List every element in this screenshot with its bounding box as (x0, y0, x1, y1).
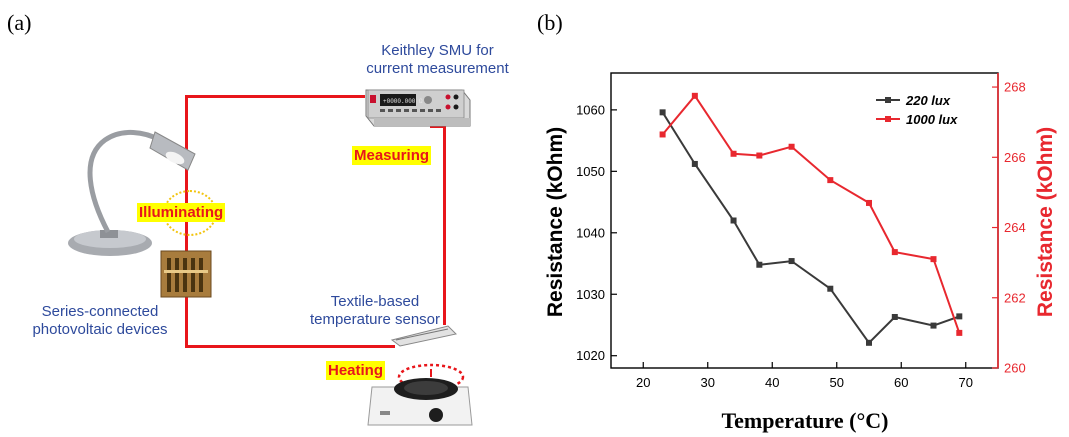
y-left-tick-label: 1060 (576, 102, 605, 117)
wire-top (185, 95, 365, 98)
smu-label: Keithley SMU for current measurement (366, 42, 509, 77)
legend-marker-2 (885, 116, 891, 122)
series-1-point (691, 160, 698, 167)
series-1-point (866, 339, 872, 346)
y-axis-right-label: Resistance (kOhm) (1034, 127, 1057, 317)
series-2-point (788, 143, 795, 150)
smu-display-text: +0000.000 Ω (383, 98, 423, 105)
x-tick-label: 40 (765, 375, 779, 390)
series-2-point (891, 249, 898, 256)
x-tick-label: 50 (830, 375, 844, 390)
photovoltaic-devices-image (160, 250, 212, 298)
x-tick-label: 70 (959, 375, 973, 390)
series-1-point (827, 285, 834, 292)
textile-sensor-image (390, 325, 458, 347)
panel-a-label: (a) (7, 10, 32, 35)
pv-label: Series-connected photovoltaic devices (32, 303, 168, 338)
y-right-tick-label: 264 (1004, 220, 1026, 235)
x-tick-label: 20 (636, 375, 650, 390)
series-2-point (756, 152, 763, 159)
panel-b-label: (b) (537, 10, 563, 35)
wire-right (443, 125, 446, 325)
desk-lamp-image (68, 130, 196, 256)
series-1-point (930, 322, 937, 329)
legend-label-2: 1000 lux (906, 112, 958, 127)
y-right-tick-label: 260 (1004, 361, 1026, 376)
heating-label: Heating (326, 361, 386, 380)
x-axis-label: Temperature (°C) (721, 408, 888, 433)
y-left-tick-label: 1050 (576, 164, 605, 179)
series-1-point (756, 261, 763, 268)
sensor-label: Textile-based temperature sensor (309, 293, 441, 328)
series-1-point (788, 258, 795, 265)
y-axis-left-label: Resistance (kOhm) (544, 127, 567, 317)
y-right-tick-label: 262 (1004, 290, 1026, 305)
wire-bottom (185, 345, 395, 348)
y-right-tick-label: 268 (1004, 80, 1026, 95)
series-2-point (930, 256, 937, 263)
series-2-point (691, 92, 698, 99)
series-1-point (956, 313, 963, 320)
series-2-point (827, 177, 834, 184)
hot-plate-image (367, 363, 473, 426)
y-left-tick-label: 1030 (576, 287, 605, 302)
measuring-label: Measuring (352, 146, 432, 165)
x-tick-label: 30 (701, 375, 715, 390)
series-1-point (659, 109, 666, 116)
series-line-1 (661, 111, 960, 345)
series-1-point (730, 217, 737, 224)
series-2-point (956, 329, 963, 336)
series-2-point (659, 131, 666, 138)
y-left-tick-label: 1040 (576, 225, 605, 240)
y-right-tick-label: 266 (1004, 150, 1026, 165)
series-line-2 (661, 94, 961, 334)
illuminating-label: Illuminating (137, 203, 226, 222)
y-left-tick-label: 1020 (576, 348, 605, 363)
legend-label-1: 220 lux (905, 93, 951, 108)
series-2-point (866, 199, 872, 206)
legend-marker-1 (885, 97, 891, 103)
series-2-point (730, 150, 737, 157)
x-tick-label: 60 (894, 375, 908, 390)
series-1-point (891, 313, 898, 320)
keithley-smu-image: +0000.000 Ω (365, 89, 471, 127)
